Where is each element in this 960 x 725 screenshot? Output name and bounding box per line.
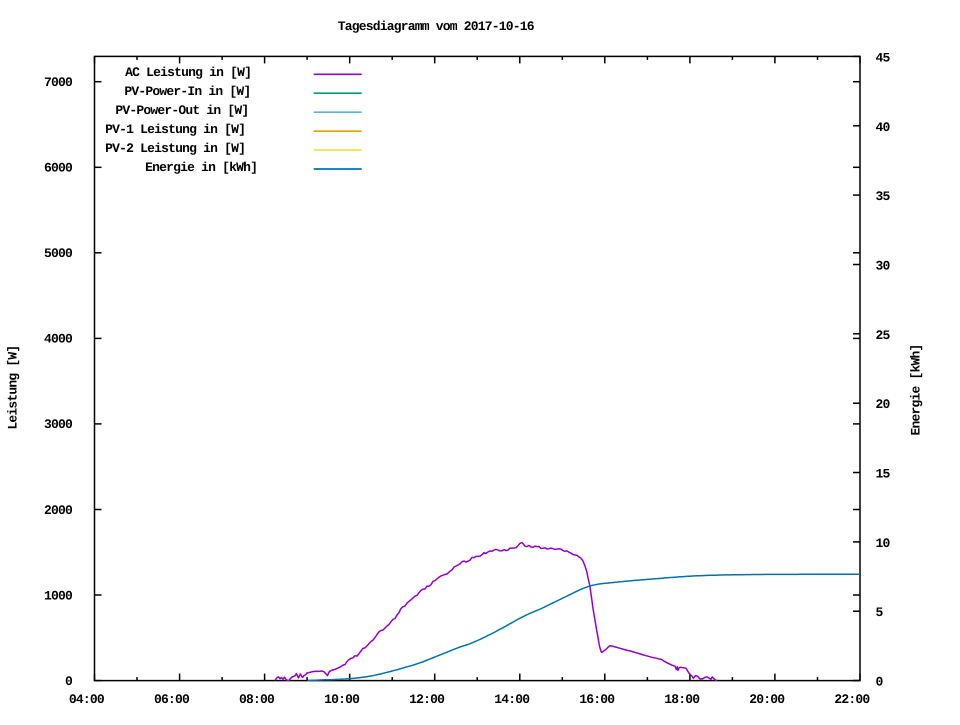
- svg-text:7000: 7000: [44, 75, 73, 90]
- svg-text:06:00: 06:00: [154, 692, 190, 707]
- svg-text:2000: 2000: [44, 503, 73, 518]
- svg-text:04:00: 04:00: [69, 692, 105, 707]
- svg-text:35: 35: [876, 189, 891, 204]
- svg-text:40: 40: [876, 120, 891, 135]
- svg-text:PV-Power-Out in [W]: PV-Power-Out in [W]: [115, 103, 248, 118]
- svg-text:16:00: 16:00: [579, 692, 615, 707]
- svg-text:0: 0: [65, 674, 73, 689]
- svg-text:14:00: 14:00: [494, 692, 530, 707]
- svg-text:3000: 3000: [44, 417, 73, 432]
- svg-text:22:00: 22:00: [834, 692, 870, 707]
- svg-text:10: 10: [876, 536, 891, 551]
- svg-text:PV-1 Leistung in [W]: PV-1 Leistung in [W]: [105, 122, 245, 137]
- svg-text:20:00: 20:00: [749, 692, 785, 707]
- svg-text:20: 20: [876, 397, 891, 412]
- svg-text:Energie [kWh]: Energie [kWh]: [909, 344, 924, 435]
- svg-text:PV-2 Leistung in [W]: PV-2 Leistung in [W]: [105, 141, 245, 156]
- svg-text:5: 5: [876, 605, 884, 620]
- svg-text:PV-Power-In in [W]: PV-Power-In in [W]: [124, 84, 250, 99]
- svg-text:Leistung [W]: Leistung [W]: [6, 346, 21, 430]
- svg-text:45: 45: [876, 50, 891, 65]
- svg-text:AC Leistung in [W]: AC Leistung in [W]: [125, 65, 251, 80]
- svg-text:18:00: 18:00: [664, 692, 700, 707]
- svg-text:Energie in [kWh]: Energie in [kWh]: [145, 160, 257, 175]
- svg-text:25: 25: [876, 328, 891, 343]
- svg-text:1000: 1000: [44, 588, 73, 603]
- svg-text:4000: 4000: [44, 332, 73, 347]
- svg-text:10:00: 10:00: [324, 692, 360, 707]
- svg-text:5000: 5000: [44, 246, 73, 261]
- svg-text:30: 30: [876, 259, 891, 274]
- svg-text:12:00: 12:00: [409, 692, 445, 707]
- svg-text:15: 15: [876, 467, 891, 482]
- svg-text:6000: 6000: [44, 161, 73, 176]
- svg-text:Tagesdiagramm vom 2017-10-16: Tagesdiagramm vom 2017-10-16: [338, 19, 535, 34]
- svg-text:08:00: 08:00: [239, 692, 275, 707]
- svg-text:0: 0: [876, 675, 884, 690]
